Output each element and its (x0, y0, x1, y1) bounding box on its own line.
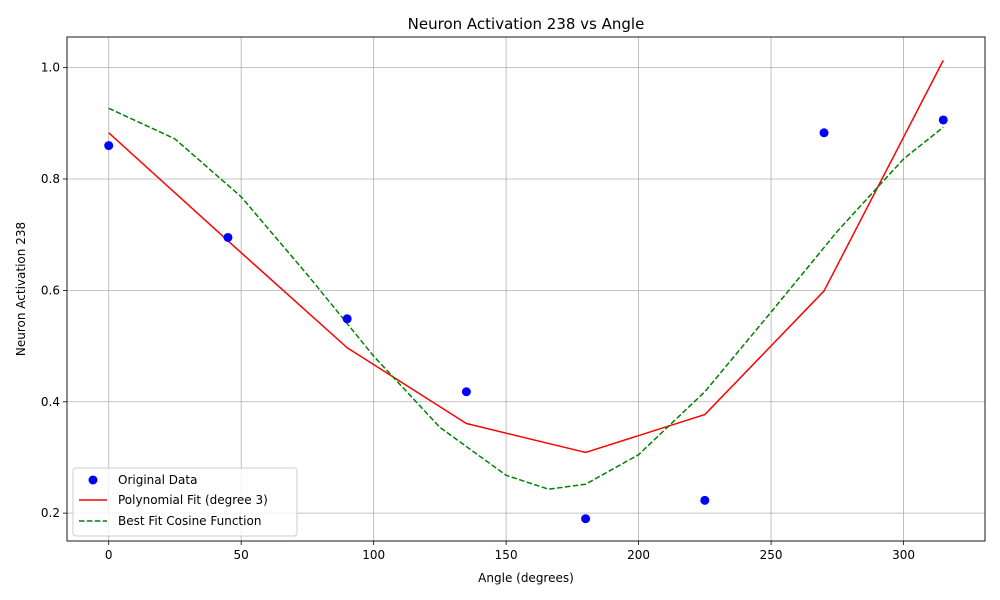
data-point (819, 128, 829, 138)
x-tick-label: 150 (495, 548, 518, 562)
series-line-best-fit-cosine-function (108, 107, 944, 490)
y-axis-title: Neuron Activation 238 (14, 222, 28, 356)
x-tick-label: 300 (892, 548, 915, 562)
y-tick-label: 0.6 (41, 283, 60, 297)
grid-lines (67, 37, 985, 541)
data-point (223, 232, 233, 242)
axis-ticks: 0 50 100 150 200 250 300 0.2 0.4 0.6 0.8 1.0 (41, 61, 915, 562)
y-tick-label: 0.2 (41, 506, 60, 520)
x-axis-title: Angle (degrees) (478, 571, 574, 585)
plot-frame (66, 36, 986, 542)
y-tick-label: 0.4 (41, 395, 60, 409)
y-tick-label: 0.8 (41, 172, 60, 186)
legend-box (72, 467, 298, 537)
x-tick-label: 250 (760, 548, 783, 562)
data-point (342, 314, 352, 324)
series-line-polynomial-fit-degree-3 (108, 60, 944, 454)
legend-label-original-data: Original Data (118, 473, 197, 487)
legend-marker-original-data (88, 475, 98, 485)
data-point (938, 115, 948, 125)
data-point (700, 495, 710, 505)
plot-series (104, 60, 948, 524)
x-tick-label: 100 (362, 548, 385, 562)
legend-label-cosine-fit: Best Fit Cosine Function (118, 514, 261, 528)
x-tick-label: 50 (234, 548, 249, 562)
data-point (461, 387, 471, 397)
x-tick-label: 0 (105, 548, 113, 562)
data-point (581, 514, 591, 524)
legend: Original Data Polynomial Fit (degree 3) … (72, 467, 298, 537)
data-point (104, 141, 114, 151)
legend-label-polynomial-fit: Polynomial Fit (degree 3) (118, 493, 268, 507)
x-tick-label: 200 (627, 548, 650, 562)
chart-title: Neuron Activation 238 vs Angle (408, 15, 645, 33)
y-tick-label: 1.0 (41, 61, 60, 75)
